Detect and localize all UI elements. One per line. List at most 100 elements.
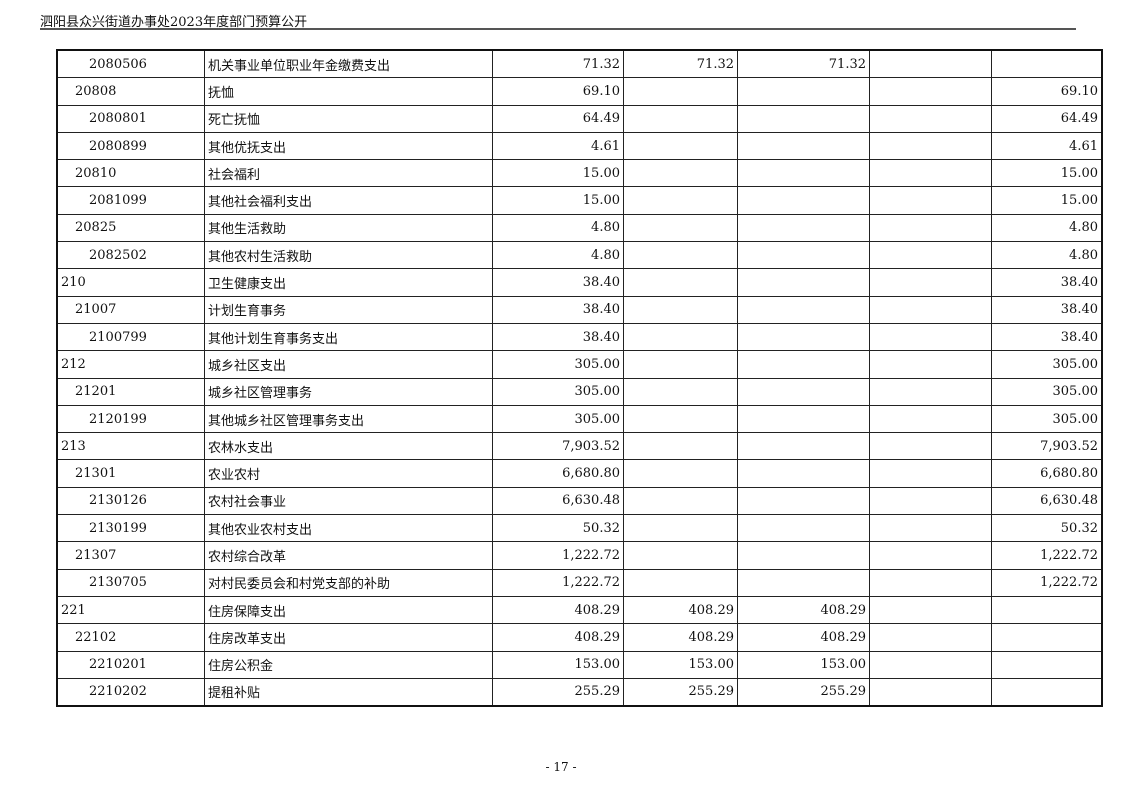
total-amount-cell: 15.00 bbox=[492, 159, 624, 188]
basic-expenditure-cell bbox=[623, 241, 738, 270]
subject-name-cell: 卫生健康支出 bbox=[204, 268, 493, 297]
subject-name-cell: 城乡社区管理事务 bbox=[204, 377, 493, 406]
project-expenditure-cell bbox=[991, 677, 1103, 707]
total-amount-cell: 305.00 bbox=[492, 377, 624, 406]
subject-code-cell: 2082502 bbox=[56, 241, 205, 270]
project-expenditure-cell: 4.61 bbox=[991, 131, 1103, 161]
public-expenditure-cell bbox=[869, 568, 992, 597]
subject-name-cell: 机关事业单位职业年金缴费支出 bbox=[204, 49, 493, 79]
total-amount-cell: 71.32 bbox=[492, 49, 624, 79]
subject-code-cell: 2080506 bbox=[56, 49, 205, 79]
personnel-expenditure-cell bbox=[737, 295, 870, 324]
personnel-expenditure-cell bbox=[737, 77, 870, 106]
project-expenditure-cell bbox=[991, 49, 1103, 79]
table-row: 213 农林水支出 7,903.52 7,903.52 bbox=[56, 432, 1103, 461]
total-amount-cell: 4.61 bbox=[492, 131, 624, 161]
project-expenditure-cell bbox=[991, 623, 1103, 652]
basic-expenditure-cell bbox=[623, 568, 738, 597]
project-expenditure-cell: 38.40 bbox=[991, 295, 1103, 324]
project-expenditure-cell: 6,680.80 bbox=[991, 459, 1103, 488]
basic-expenditure-cell bbox=[623, 131, 738, 161]
total-amount-cell: 305.00 bbox=[492, 404, 624, 434]
basic-expenditure-cell bbox=[623, 432, 738, 461]
basic-expenditure-cell bbox=[623, 541, 738, 570]
public-expenditure-cell bbox=[869, 241, 992, 270]
project-expenditure-cell: 15.00 bbox=[991, 186, 1103, 215]
table-row: 22102 住房改革支出 408.29 408.29 408.29 bbox=[56, 623, 1103, 652]
basic-expenditure-cell: 71.32 bbox=[623, 49, 738, 79]
basic-expenditure-cell bbox=[623, 159, 738, 188]
public-expenditure-cell bbox=[869, 459, 992, 488]
subject-name-cell: 其他城乡社区管理事务支出 bbox=[204, 404, 493, 434]
subject-name-cell: 其他优抚支出 bbox=[204, 131, 493, 161]
basic-expenditure-cell bbox=[623, 295, 738, 324]
total-amount-cell: 255.29 bbox=[492, 677, 624, 707]
project-expenditure-cell: 64.49 bbox=[991, 104, 1103, 133]
public-expenditure-cell bbox=[869, 623, 992, 652]
subject-code-cell: 210 bbox=[56, 268, 205, 297]
subject-name-cell: 住房改革支出 bbox=[204, 623, 493, 652]
basic-expenditure-cell bbox=[623, 459, 738, 488]
subject-code-cell: 21307 bbox=[56, 541, 205, 570]
basic-expenditure-cell: 255.29 bbox=[623, 677, 738, 707]
total-amount-cell: 38.40 bbox=[492, 295, 624, 324]
table-row: 210 卫生健康支出 38.40 38.40 bbox=[56, 268, 1103, 297]
table-row: 2080506 机关事业单位职业年金缴费支出 71.32 71.32 71.32 bbox=[56, 49, 1103, 79]
personnel-expenditure-cell: 408.29 bbox=[737, 623, 870, 652]
basic-expenditure-cell: 408.29 bbox=[623, 623, 738, 652]
subject-code-cell: 20825 bbox=[56, 213, 205, 243]
table-row: 2130199 其他农业农村支出 50.32 50.32 bbox=[56, 514, 1103, 543]
total-amount-cell: 6,680.80 bbox=[492, 459, 624, 488]
total-amount-cell: 1,222.72 bbox=[492, 568, 624, 597]
subject-name-cell: 社会福利 bbox=[204, 159, 493, 188]
public-expenditure-cell bbox=[869, 377, 992, 406]
project-expenditure-cell: 1,222.72 bbox=[991, 568, 1103, 597]
personnel-expenditure-cell bbox=[737, 104, 870, 133]
project-expenditure-cell: 38.40 bbox=[991, 268, 1103, 297]
total-amount-cell: 38.40 bbox=[492, 268, 624, 297]
basic-expenditure-cell bbox=[623, 77, 738, 106]
public-expenditure-cell bbox=[869, 295, 992, 324]
subject-code-cell: 2210202 bbox=[56, 677, 205, 707]
personnel-expenditure-cell bbox=[737, 459, 870, 488]
project-expenditure-cell: 38.40 bbox=[991, 322, 1103, 352]
public-expenditure-cell bbox=[869, 322, 992, 352]
subject-name-cell: 其他计划生育事务支出 bbox=[204, 322, 493, 352]
personnel-expenditure-cell bbox=[737, 186, 870, 215]
subject-name-cell: 农村综合改革 bbox=[204, 541, 493, 570]
personnel-expenditure-cell bbox=[737, 241, 870, 270]
public-expenditure-cell bbox=[869, 650, 992, 679]
subject-code-cell: 2130126 bbox=[56, 486, 205, 516]
public-expenditure-cell bbox=[869, 186, 992, 215]
subject-code-cell: 2081099 bbox=[56, 186, 205, 215]
subject-code-cell: 2130705 bbox=[56, 568, 205, 597]
table-row: 2081099 其他社会福利支出 15.00 15.00 bbox=[56, 186, 1103, 215]
total-amount-cell: 7,903.52 bbox=[492, 432, 624, 461]
table-row: 2210201 住房公积金 153.00 153.00 153.00 bbox=[56, 650, 1103, 679]
personnel-expenditure-cell: 255.29 bbox=[737, 677, 870, 707]
table-row: 2082502 其他农村生活救助 4.80 4.80 bbox=[56, 241, 1103, 270]
total-amount-cell: 15.00 bbox=[492, 186, 624, 215]
subject-name-cell: 死亡抚恤 bbox=[204, 104, 493, 133]
total-amount-cell: 4.80 bbox=[492, 241, 624, 270]
subject-code-cell: 2080801 bbox=[56, 104, 205, 133]
project-expenditure-cell: 15.00 bbox=[991, 159, 1103, 188]
public-expenditure-cell bbox=[869, 131, 992, 161]
table-row: 2080899 其他优抚支出 4.61 4.61 bbox=[56, 131, 1103, 161]
personnel-expenditure-cell bbox=[737, 486, 870, 516]
document-header: 泗阳县众兴街道办事处2023年度部门预算公开 bbox=[40, 15, 308, 30]
subject-name-cell: 农林水支出 bbox=[204, 432, 493, 461]
subject-code-cell: 21201 bbox=[56, 377, 205, 406]
personnel-expenditure-cell bbox=[737, 322, 870, 352]
basic-expenditure-cell bbox=[623, 322, 738, 352]
subject-code-cell: 20808 bbox=[56, 77, 205, 106]
table-row: 221 住房保障支出 408.29 408.29 408.29 bbox=[56, 595, 1103, 625]
personnel-expenditure-cell bbox=[737, 131, 870, 161]
project-expenditure-cell: 305.00 bbox=[991, 350, 1103, 379]
personnel-expenditure-cell bbox=[737, 350, 870, 379]
total-amount-cell: 408.29 bbox=[492, 623, 624, 652]
public-expenditure-cell bbox=[869, 49, 992, 79]
project-expenditure-cell: 7,903.52 bbox=[991, 432, 1103, 461]
budget-table: 2080506 机关事业单位职业年金缴费支出 71.32 71.32 71.32 2080… bbox=[56, 49, 1103, 708]
subject-code-cell: 221 bbox=[56, 595, 205, 625]
